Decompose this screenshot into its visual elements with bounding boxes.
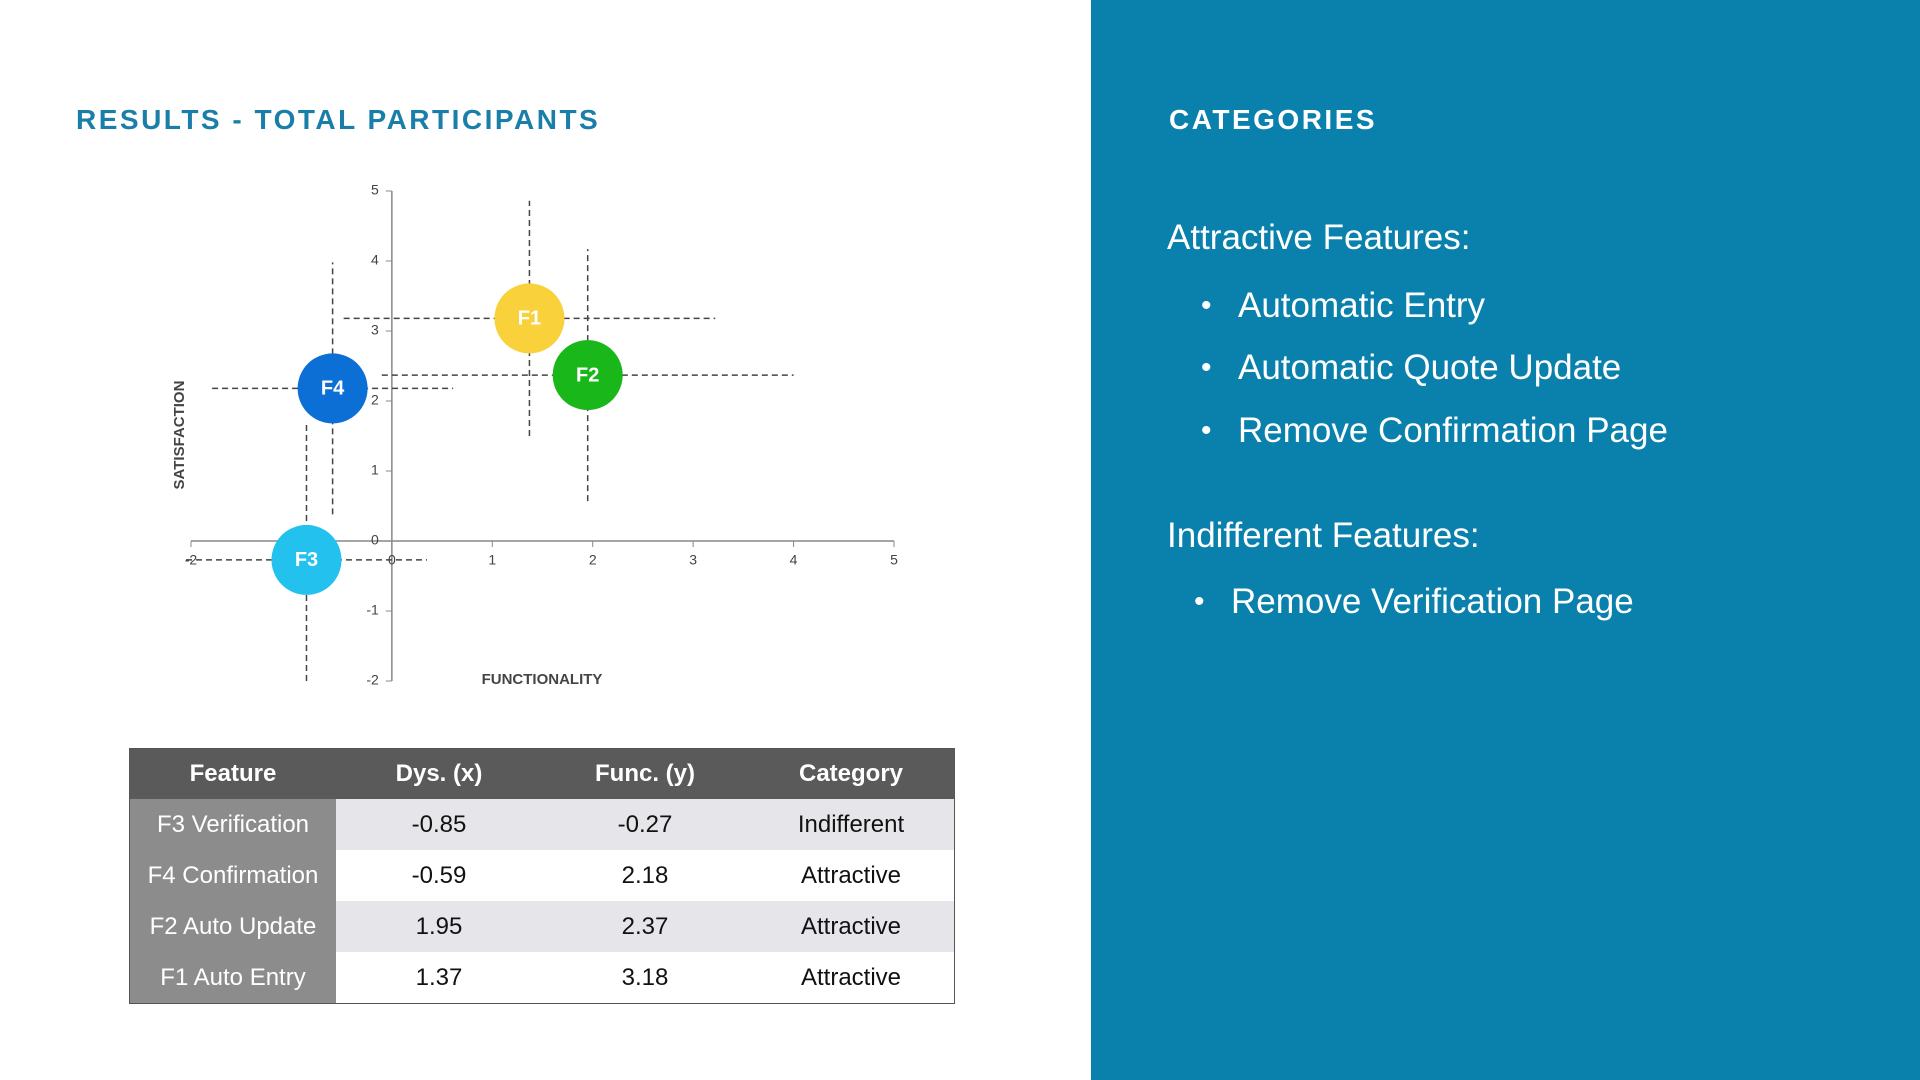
list-item: Automatic Entry [1238,286,1486,325]
table-cell: -0.27 [542,799,748,850]
y-tick-label: 2 [371,392,379,408]
point-label: F1 [518,308,541,330]
panel-title: CATEGORIES [1169,104,1378,135]
table-cell: -0.85 [336,799,542,850]
table-cell: 1.95 [336,901,542,952]
table-cell: F2 Auto Update [129,901,336,952]
y-tick-label: 4 [371,252,379,268]
point-label: F4 [321,378,345,400]
group-heading: Indifferent Features: [1167,516,1480,555]
table-row: F4 Confirmation -0.59 2.18 Attractive [129,850,955,901]
group-heading: Attractive Features: [1167,218,1471,257]
y-tick-label: 0 [371,532,379,548]
slide-title: RESULTS - TOTAL PARTICIPANTS [76,104,601,135]
header-row: Feature Dys. (x) Func. (y) Category [129,748,955,799]
chart: -2-1012345-2-1012345FUNCTIONALITYSATISFA… [171,182,898,688]
point-label: F3 [295,549,318,571]
categories-panel: CATEGORIES Attractive Features: • Automati… [1091,0,1920,1080]
table-cell: -0.59 [411,861,467,889]
table-cell: 3.18 [621,963,669,991]
y-axis-label: SATISFACTION [171,381,188,490]
table-cell: Attractive [800,963,902,991]
point [494,283,565,354]
x-tick-label: 3 [689,552,697,568]
y-tick-label: 1 [371,462,379,478]
table-cell: F3 Verification [129,799,336,850]
header-cell: Dys. (x) [336,748,542,799]
x-axis-label: FUNCTIONALITY [482,671,603,688]
point-label: F2 [576,364,599,386]
bullet: • [1194,585,1205,618]
table-cell: Indifferent [748,799,955,850]
table-cell: Attractive [748,901,955,952]
table-cell: 2.18 [621,861,669,889]
table-cell: Attractive [800,861,902,889]
list-item: Remove Verification Page [1231,582,1634,621]
y-tick-label: 5 [371,182,379,198]
y-tick-label: -1 [366,602,379,618]
table-cell: 2.37 [542,901,748,952]
table-cell: F1 Auto Entry [129,952,336,1004]
x-tick-label: 4 [790,552,798,568]
results-table: Feature Dys. (x) Func. (y) Category F3 Verif… [129,748,955,1004]
list-item: Remove Confirmation Page [1238,411,1668,450]
point [552,340,623,411]
table-row: F1 Auto Entry 1.37 3.18 Attractive [129,952,955,1004]
y-tick-label: -2 [366,672,379,688]
table-row: F2 Auto Update 1.95 2.37 Attractive [129,901,955,952]
list-item: Automatic Quote Update [1238,348,1622,387]
x-tick-label: 2 [589,552,597,568]
header-cell: Feature [129,748,336,799]
bullet: • [1201,351,1212,384]
header-cell: Func. (y) [542,748,748,799]
point [271,524,342,595]
table-row: F3 Verification -0.85 -0.27 Indifferent [129,799,955,850]
point [297,353,368,424]
table-cell: 1.37 [415,963,463,991]
x-tick-label: 1 [488,552,496,568]
x-tick-label: 5 [890,552,898,568]
header-cell: Category [748,748,955,799]
y-tick-label: 3 [371,322,379,338]
table-cell: F4 Confirmation [129,850,336,901]
bullet: • [1201,289,1212,322]
bullet: • [1201,414,1212,447]
